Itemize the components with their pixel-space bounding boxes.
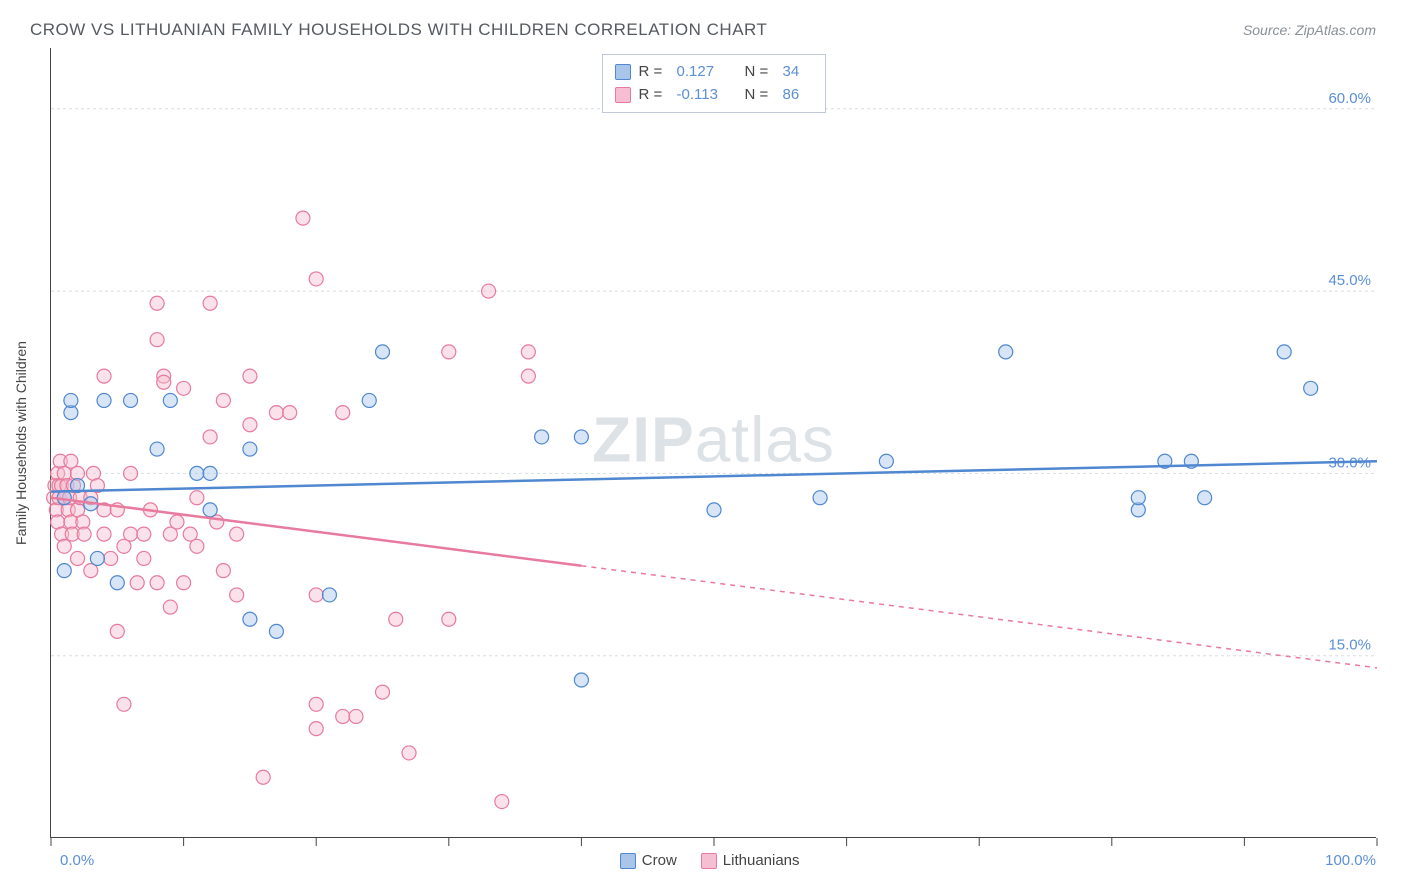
y-axis-label: Family Households with Children [13,341,29,545]
svg-text:60.0%: 60.0% [1328,90,1371,107]
chart-footer: 0.0% Crow Lithuanians 100.0% [0,848,1406,869]
chart-header: CROW VS LITHUANIAN FAMILY HOUSEHOLDS WIT… [0,0,1406,48]
legend-label-crow: Crow [642,852,677,869]
chart-area: Family Households with Children ZIPatlas… [50,48,1376,838]
svg-text:15.0%: 15.0% [1328,637,1371,654]
legend-bottom: Crow Lithuanians [620,852,800,869]
chart-source: Source: ZipAtlas.com [1243,22,1376,38]
r-value-lith: -0.113 [677,84,737,107]
chart-title: CROW VS LITHUANIAN FAMILY HOUSEHOLDS WIT… [30,20,767,40]
swatch-lithuanians-icon [701,853,717,869]
n-value-lith: 86 [783,84,813,107]
legend-item-lith: Lithuanians [701,852,800,869]
r-label: R = [639,61,669,84]
legend-item-crow: Crow [620,852,677,869]
n-value-crow: 34 [783,61,813,84]
x-axis-min-label: 0.0% [60,852,94,869]
stats-legend-box: R = 0.127 N = 34 R = -0.113 N = 86 [602,54,826,113]
swatch-lithuanians [615,87,631,103]
svg-text:45.0%: 45.0% [1328,272,1371,289]
n-label: N = [745,61,775,84]
stats-row-lith: R = -0.113 N = 86 [615,84,813,107]
r-value-crow: 0.127 [677,61,737,84]
swatch-crow [615,64,631,80]
x-axis-max-label: 100.0% [1325,852,1376,869]
scatter-chart-svg: 15.0%30.0%45.0%60.0% [51,48,1376,837]
n-label: N = [745,84,775,107]
legend-label-lith: Lithuanians [723,852,800,869]
r-label: R = [639,84,669,107]
swatch-crow-icon [620,853,636,869]
stats-row-crow: R = 0.127 N = 34 [615,61,813,84]
